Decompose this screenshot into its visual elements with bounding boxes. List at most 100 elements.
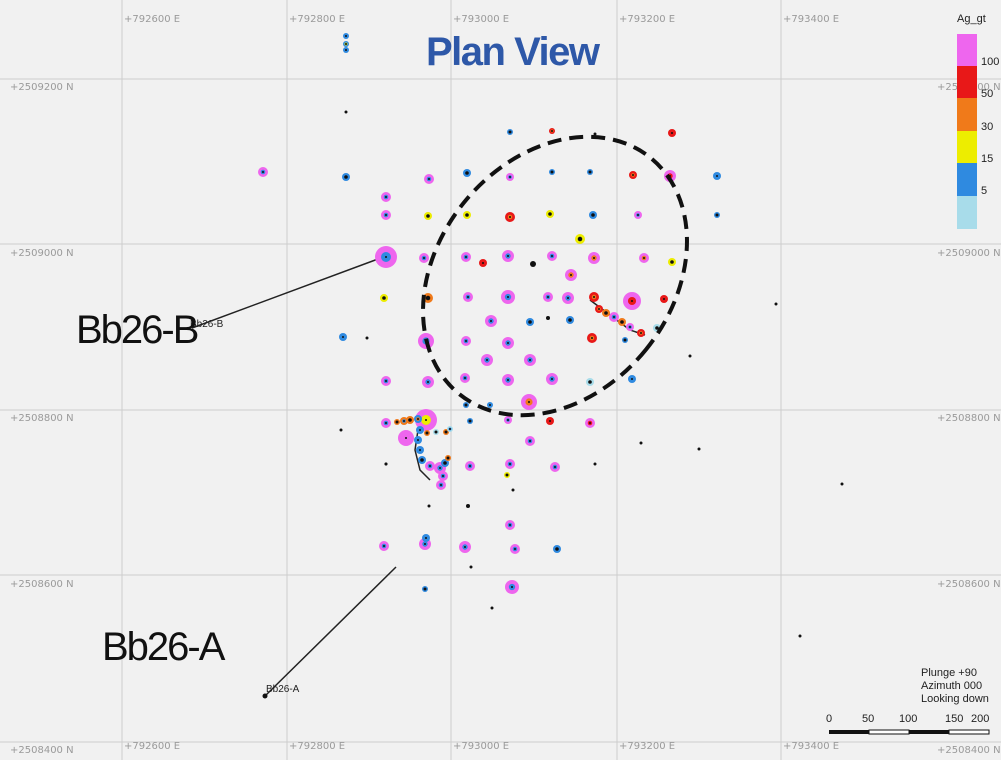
drill-hole-point-center (507, 342, 509, 344)
drill-hole-point-center (631, 378, 633, 380)
drill-hole-point-center (444, 462, 446, 464)
easting-bottom-label: +793200 E (619, 741, 675, 752)
drill-hole-point-center (345, 35, 347, 37)
drill-hole-point-center (656, 327, 658, 329)
drill-hole-point-center (429, 465, 431, 467)
easting-bottom-labels: +792600 E +792800 E +793000 E +793200 E … (124, 741, 839, 752)
drill-hole-point (469, 565, 473, 569)
drill-hole-point-center (716, 214, 718, 216)
legend-swatch-30 (957, 98, 977, 131)
northing-left-label: +2508600 N (10, 579, 74, 590)
drill-hole-point-center (589, 381, 591, 383)
drill-hole-point-center (629, 326, 631, 328)
drill-hole-point-center (579, 238, 581, 240)
drill-hole-point-center (532, 263, 534, 265)
drill-hole-point-center (466, 172, 468, 174)
drill-hole-point-center (419, 429, 421, 431)
drill-hole-point-center (554, 466, 556, 468)
drill-hole-point (511, 488, 515, 492)
drill-hole-point-center (509, 216, 511, 218)
drill-hole-point (593, 132, 597, 136)
drill-hole-point-center (465, 256, 467, 258)
easting-top-label: +793400 E (783, 14, 839, 25)
drill-hole-point-center (511, 586, 513, 588)
drill-hole-point-center (342, 336, 344, 338)
drill-hole-point (593, 462, 597, 466)
drill-hole-point-center (621, 321, 623, 323)
drill-hole-point-center (556, 548, 558, 550)
northing-left-labels: +2509200 N +2509000 N +2508800 N +250860… (10, 82, 74, 756)
drill-hole-point (427, 504, 431, 508)
drill-hole-point-center (464, 377, 466, 379)
drill-hole-point-center (385, 214, 387, 216)
view-orientation: Plunge +90 Azimuth 000 Looking down (921, 667, 989, 706)
easting-top-label: +793000 E (453, 14, 509, 25)
drill-hole-point-center (549, 213, 551, 215)
legend-swatch-5 (957, 163, 977, 196)
plunge-text: Plunge +90 (921, 667, 977, 679)
drill-hole-point-center (716, 175, 718, 177)
easting-top-label: +793200 E (619, 14, 675, 25)
drill-hole-traces (191, 258, 646, 697)
azimuth-text: Azimuth 000 (921, 680, 983, 692)
legend-label: 100 (981, 56, 1000, 68)
drill-hole-point-center (490, 320, 492, 322)
drill-hole-point (840, 482, 844, 486)
target-zone-ellipse (421, 134, 689, 418)
drill-hole-point-center (551, 171, 553, 173)
drill-hole-point-center (529, 321, 531, 323)
drill-hole-point-center (435, 431, 437, 433)
drill-hole-point-center (424, 588, 426, 590)
drill-hole-point-center (624, 339, 626, 341)
drill-hole-point (639, 441, 643, 445)
drill-hole-point-center (427, 381, 429, 383)
drill-hole-point-center (383, 545, 385, 547)
drill-hole-point-center (567, 297, 569, 299)
drill-hole-point-center (385, 256, 387, 258)
legend-swatch-low (957, 196, 977, 229)
drill-hole-point-center (605, 312, 607, 314)
drill-hole-point-center (417, 439, 419, 441)
drill-hole-point (490, 606, 494, 610)
drill-hole-point-center (403, 420, 405, 422)
legend-label: 15 (981, 153, 994, 165)
legend-label: 5 (981, 185, 988, 197)
drill-hole-point-center (464, 546, 466, 548)
drill-hole-point-center (671, 261, 673, 263)
drill-hole-point-center (424, 543, 426, 545)
drill-hole-point-center (345, 49, 347, 51)
drill-hole-point-center (529, 359, 531, 361)
drill-hole-point-center (591, 337, 593, 339)
drill-hole-point-center (507, 255, 509, 257)
drill-hole-point (384, 462, 388, 466)
northing-right-label: +2508600 N (937, 579, 1001, 590)
drill-hole-point-center (637, 214, 639, 216)
drill-hole-point-center (449, 428, 451, 430)
drill-hole-point-center (509, 524, 511, 526)
drill-hole-point-center (426, 432, 428, 434)
drill-hole-points (258, 33, 844, 638)
drill-hole-point (339, 428, 343, 432)
drill-hole-point-center (417, 418, 419, 420)
drill-hole-point-center (385, 422, 387, 424)
drill-hole-point-center (447, 457, 449, 459)
drill-hole-point-center (469, 465, 471, 467)
easting-top-label: +792600 E (124, 14, 180, 25)
drill-hole-point-center (598, 308, 600, 310)
hole-small-label-bb26-a: Bb26-A (266, 684, 300, 695)
drill-hole-point-center (640, 332, 642, 334)
easting-top-labels: +792600 E +792800 E +793000 E +793200 E … (124, 14, 839, 25)
drill-hole-point-center (345, 43, 347, 45)
drill-hole-point-center (663, 298, 665, 300)
drill-hole-point-center (467, 296, 469, 298)
drill-hole-point-center (445, 431, 447, 433)
easting-top-label: +792800 E (289, 14, 345, 25)
legend-label: 50 (981, 88, 994, 100)
hole-label-bb26-b: Bb26-B (76, 308, 199, 352)
drill-hole-point-center (507, 419, 509, 421)
scale-label: 50 (862, 713, 875, 725)
drill-hole-point-center (409, 419, 411, 421)
drill-hole-point-center (592, 214, 594, 216)
drill-hole-point-center (529, 440, 531, 442)
